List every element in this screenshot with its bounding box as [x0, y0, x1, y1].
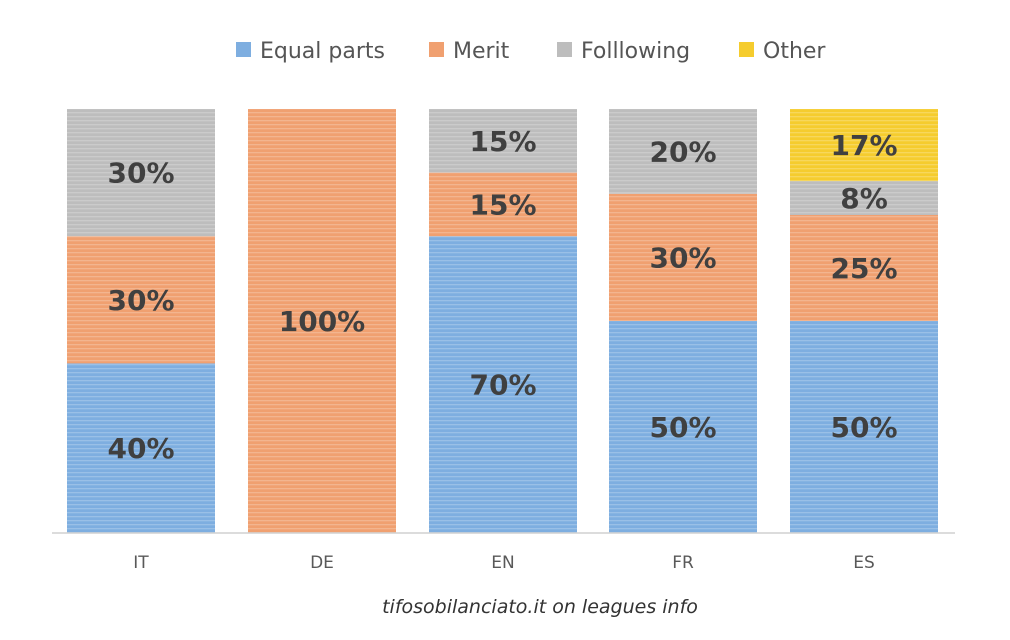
data-label-it-merit: 30%	[107, 284, 174, 317]
data-label-es-merit: 25%	[830, 252, 897, 285]
data-label-it-equal-parts: 40%	[107, 432, 174, 465]
x-tick-label-es: ES	[853, 553, 875, 573]
bar-es-folllowing-texture	[790, 181, 938, 215]
data-label-de-merit: 100%	[279, 305, 366, 338]
data-label-es-equal-parts: 50%	[830, 411, 897, 444]
bar-fr-folllowing-texture	[609, 109, 757, 194]
chart-legend: Equal parts Merit Folllowing Other	[236, 39, 826, 64]
bar-de-merit-texture	[248, 109, 396, 533]
bar-es-other-texture	[790, 109, 938, 182]
bar-fr-merit-texture	[609, 193, 757, 321]
data-label-fr-folllowing: 20%	[649, 135, 716, 168]
bar-it-folllowing-texture	[67, 109, 215, 237]
bar-en-equal-parts-texture	[429, 236, 577, 533]
legend-swatch-equal-parts	[236, 42, 251, 57]
bar-es-merit-texture	[790, 215, 938, 321]
legend-label-folllowing: Folllowing	[581, 39, 690, 64]
bar-it-equal-parts-texture	[67, 363, 215, 533]
legend-label-merit: Merit	[453, 39, 510, 64]
bar-en-folllowing-texture	[429, 109, 577, 173]
data-label-es-other: 17%	[830, 129, 897, 162]
data-label-en-equal-parts: 70%	[469, 369, 536, 402]
x-tick-label-fr: FR	[672, 553, 694, 573]
bar-it-merit-texture	[67, 236, 215, 364]
x-tick-label-it: IT	[133, 553, 149, 573]
data-label-fr-merit: 30%	[649, 241, 716, 274]
data-label-es-folllowing: 8%	[840, 182, 888, 215]
legend-swatch-other	[739, 42, 754, 57]
legend-swatch-merit	[429, 42, 444, 57]
legend-label-other: Other	[763, 39, 826, 64]
chart-caption: tifosobilanciato.it on leagues info	[382, 596, 698, 618]
bar-en-merit-texture	[429, 172, 577, 237]
legend-label-equal-parts: Equal parts	[260, 39, 385, 64]
data-label-en-merit: 15%	[469, 188, 536, 221]
data-label-fr-equal-parts: 50%	[649, 411, 716, 444]
bar-es-equal-parts-texture	[790, 321, 938, 533]
bar-fr-equal-parts-texture	[609, 321, 757, 533]
data-label-it-folllowing: 30%	[107, 157, 174, 190]
x-tick-label-en: EN	[491, 553, 514, 573]
chart-bars: 40% 30% 30% 100% 70% 15% 15% 50% 30% 20% 50% 25% 8% 1…	[67, 109, 938, 533]
legend-swatch-folllowing	[557, 42, 572, 57]
x-tick-label-de: DE	[310, 553, 334, 573]
x-axis-ticks: IT DE EN FR ES	[133, 553, 874, 573]
data-label-en-folllowing: 15%	[469, 125, 536, 158]
